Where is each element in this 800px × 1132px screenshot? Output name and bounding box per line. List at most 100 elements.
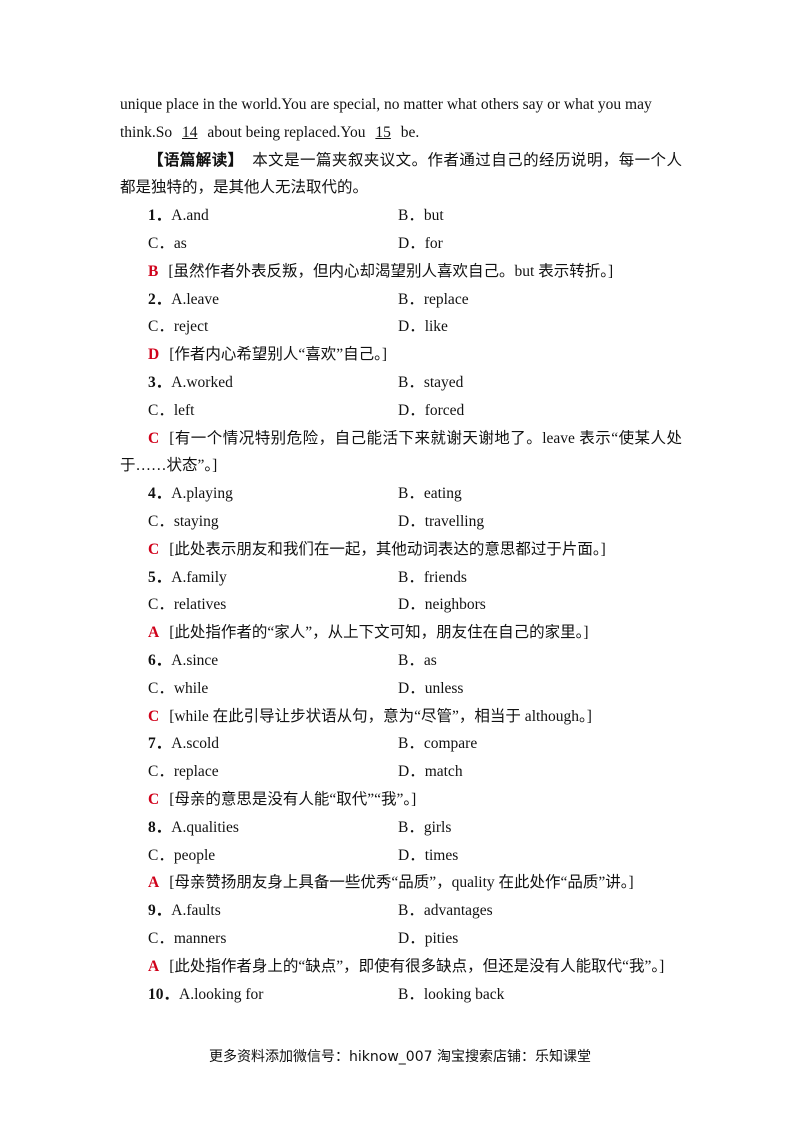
explanation: [有一个情况特别危险，自己能活下来就谢天谢地了。leave 表示“使某人处于……… xyxy=(120,429,682,475)
option: 10．A.looking for xyxy=(148,981,398,1009)
answer-explanation: C [此处表示朋友和我们在一起，其他动词表达的意思都过于片面。] xyxy=(120,536,682,564)
blank: 15 xyxy=(375,123,391,141)
explanation: [此处指作者的“家人”，从上下文可知，朋友住在自己的家里。] xyxy=(169,624,589,642)
explanation: [母亲的意思是没有人能“取代”“我”。] xyxy=(169,790,417,808)
explanation: [虽然作者外表反叛，但内心却渴望别人喜欢自己。but 表示转折。] xyxy=(168,262,614,280)
question-number: 2． xyxy=(148,290,172,308)
option: C．as xyxy=(148,230,398,258)
option-text: A.scold xyxy=(171,735,220,753)
intro-line: think.So 14 about being replaced.You 15 … xyxy=(120,119,682,147)
answer: B xyxy=(148,262,159,280)
intro-line: unique place in the world.You are specia… xyxy=(120,96,652,113)
option-text: B．girls xyxy=(398,818,452,836)
question-number: 10． xyxy=(148,985,180,1003)
option-text: C．reject xyxy=(148,318,209,336)
option-text: D．unless xyxy=(398,679,464,697)
answer-explanation: C [母亲的意思是没有人能“取代”“我”。] xyxy=(120,786,682,814)
option-text: B．stayed xyxy=(398,373,464,391)
option: D．for xyxy=(398,230,682,258)
options: 7．A.scold B．compare C．replace D．match xyxy=(120,730,682,786)
question-number: 6． xyxy=(148,651,172,669)
option: 2．A.leave xyxy=(148,286,398,314)
answer-explanation: A [母亲赞扬朋友身上具备一些优秀“品质”，quality 在此处作“品质”讲。] xyxy=(120,869,682,897)
options: 8．A.qualities B．girls C．people D．times xyxy=(120,814,682,870)
option-text: B．eating xyxy=(398,485,462,503)
question-number: 1． xyxy=(148,207,172,225)
document-body: unique place in the world.You are specia… xyxy=(120,91,682,1008)
option-text: C．people xyxy=(148,846,216,864)
question-number: 9． xyxy=(148,902,172,920)
option-text: B．compare xyxy=(398,735,478,753)
option: C．relatives xyxy=(148,591,398,619)
option: B．advantages xyxy=(398,897,682,925)
option: B．eating xyxy=(398,480,682,508)
explanation: [作者内心希望别人“喜欢”自己。] xyxy=(169,346,388,364)
answer: A xyxy=(148,624,160,642)
options: 9．A.faults B．advantages C．manners D．pities xyxy=(120,897,682,953)
option-text: D．forced xyxy=(398,401,465,419)
questions: 1．A.and B．but C．as D．for B [虽然作者外表反叛，但内心却渴望别人… xyxy=(120,202,682,1008)
options: 3．A.worked B．stayed C．left D．forced xyxy=(120,369,682,425)
option: 8．A.qualities xyxy=(148,814,398,842)
option: B．compare xyxy=(398,730,682,758)
option: C．reject xyxy=(148,313,398,341)
option-text: A.looking for xyxy=(179,985,264,1003)
answer: C xyxy=(148,540,160,558)
answer-explanation: C [有一个情况特别危险，自己能活下来就谢天谢地了。leave 表示“使某人处于…… xyxy=(120,425,682,481)
option: D．pities xyxy=(398,925,682,953)
option-text: B．advantages xyxy=(398,902,493,920)
answer: A xyxy=(148,874,160,892)
option-text: C．replace xyxy=(148,763,219,781)
option-text: C．as xyxy=(148,234,187,252)
explanation: [此处表示朋友和我们在一起，其他动词表达的意思都过于片面。] xyxy=(169,540,606,558)
question-number: 8． xyxy=(148,818,172,836)
analysis-label: 【语篇解读】 xyxy=(148,151,244,169)
option: B．friends xyxy=(398,564,682,592)
explanation: [while 在此引导让步状语从句，意为“尽管”，相当于 although。] xyxy=(169,707,592,725)
option: D．neighbors xyxy=(398,591,682,619)
option-text: B．but xyxy=(398,207,444,225)
text: be. xyxy=(400,123,420,141)
options: 1．A.and B．but C．as D．for xyxy=(120,202,682,258)
option: B．stayed xyxy=(398,369,682,397)
option-text: A.faults xyxy=(171,902,221,920)
option: C．people xyxy=(148,842,398,870)
options: 2．A.leave B．replace C．reject D．like xyxy=(120,286,682,342)
analysis: 【语篇解读】 本文是一篇夹叙夹议文。作者通过自己的经历说明，每一个人都是独特的，… xyxy=(120,147,682,203)
question-number: 5． xyxy=(148,568,172,586)
option-text: A.family xyxy=(171,568,227,586)
option: D．unless xyxy=(398,675,682,703)
option: B．looking back xyxy=(398,981,682,1009)
option-text: A.worked xyxy=(171,373,233,391)
answer: C xyxy=(148,790,160,808)
answer: C xyxy=(148,707,160,725)
option-text: A.playing xyxy=(171,485,233,503)
footer: 更多资料添加微信号：hiknow_007 淘宝搜索店铺：乐知课堂 xyxy=(209,1049,591,1065)
option: C．manners xyxy=(148,925,398,953)
text: think.So xyxy=(120,123,173,141)
option: D．like xyxy=(398,313,682,341)
option-text: D．pities xyxy=(398,929,459,947)
option: 9．A.faults xyxy=(148,897,398,925)
option-text: B．replace xyxy=(398,290,469,308)
option-text: B．friends xyxy=(398,568,467,586)
option: 7．A.scold xyxy=(148,730,398,758)
option-text: C．manners xyxy=(148,929,227,947)
text: about being replaced.You xyxy=(207,123,366,141)
answer: D xyxy=(148,346,160,364)
option-text: D．neighbors xyxy=(398,596,486,614)
option: B．as xyxy=(398,647,682,675)
answer: A xyxy=(148,957,160,975)
analysis-text: 本文是一篇夹叙夹议文。作者通过自己的经历说明，每一个人都是独特的，是其他人无法取… xyxy=(120,151,682,197)
option: 4．A.playing xyxy=(148,480,398,508)
option: B．girls xyxy=(398,814,682,842)
option-text: B．looking back xyxy=(398,985,505,1003)
options: 5．A.family B．friends C．relatives D．neighbor… xyxy=(120,564,682,620)
option-text: C．relatives xyxy=(148,596,227,614)
option: 5．A.family xyxy=(148,564,398,592)
option-text: C．staying xyxy=(148,512,219,530)
answer-explanation: A [此处指作者的“家人”，从上下文可知，朋友住在自己的家里。] xyxy=(120,619,682,647)
blank: 14 xyxy=(181,123,198,141)
answer-explanation: A [此处指作者身上的“缺点”，即使有很多缺点，但还是没有人能取代“我”。] xyxy=(120,953,682,981)
